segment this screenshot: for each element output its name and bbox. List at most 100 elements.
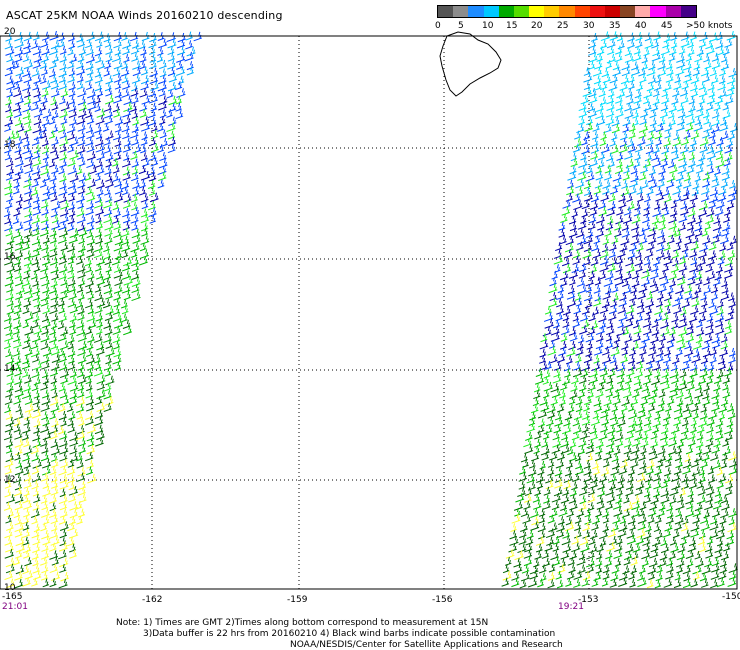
wind-barb [669, 164, 678, 174]
wind-barb [148, 172, 157, 182]
wind-barb [670, 543, 679, 553]
wind-barb [75, 430, 86, 441]
wind-barb [548, 508, 558, 518]
wind-barb [32, 45, 42, 56]
wind-barb [668, 430, 677, 440]
wind-barb [14, 438, 24, 448]
wind-barb [59, 290, 68, 300]
wind-barb [514, 550, 524, 561]
wind-barb [678, 326, 688, 337]
wind-barb [511, 571, 520, 581]
wind-barb [637, 472, 646, 483]
wind-barb [159, 59, 167, 70]
wind-barb [660, 102, 669, 112]
wind-barb [93, 198, 104, 209]
wind-barb [638, 67, 646, 77]
wind-barb [615, 263, 623, 273]
wind-barb [15, 536, 25, 547]
wind-barb [86, 151, 96, 161]
wind-barb [633, 319, 640, 329]
wind-barb [60, 571, 69, 582]
wind-barb [572, 472, 580, 482]
wind-barb [607, 262, 616, 273]
wind-barb [643, 542, 651, 552]
wind-barb [87, 290, 95, 300]
wind-barb [627, 466, 636, 476]
wind-barb [49, 430, 58, 440]
wind-barb [590, 474, 599, 484]
wind-barb [694, 108, 704, 118]
wind-barb [633, 332, 642, 342]
wind-barb [554, 479, 563, 489]
wind-barb [686, 325, 695, 336]
wind-barb [724, 536, 735, 546]
wind-barb [715, 417, 724, 428]
wind-barb [520, 571, 530, 582]
wind-barb [69, 528, 79, 539]
wind-barb [540, 333, 548, 343]
wind-barb [715, 199, 725, 209]
wind-barb [684, 453, 692, 462]
wind-barb [130, 45, 140, 55]
wind-barb [141, 227, 149, 237]
wind-barb [120, 67, 130, 77]
wind-barb [587, 502, 595, 512]
wind-barb [584, 395, 592, 405]
wind-barb [559, 270, 569, 281]
wind-barb [58, 425, 65, 435]
wind-barb [642, 222, 651, 232]
wind-barb [502, 564, 510, 574]
wind-barb [121, 60, 129, 70]
wind-barb [714, 206, 724, 216]
wind-barb [122, 45, 131, 55]
wind-barb [611, 117, 620, 127]
wind-barb [580, 542, 590, 553]
wind-barb [631, 495, 640, 505]
wind-barb [598, 88, 606, 98]
wind-barb [680, 31, 690, 41]
wind-barb [592, 81, 602, 92]
wind-barb [50, 298, 59, 308]
wind-barb [150, 130, 159, 140]
wind-barb [565, 355, 573, 365]
wind-barb [560, 381, 568, 391]
wind-barb [76, 299, 83, 309]
wind-barb [648, 571, 655, 581]
wind-barb [568, 494, 577, 504]
wind-barb [67, 73, 76, 83]
wind-barb [14, 578, 24, 589]
wind-barb [24, 311, 34, 322]
wind-barb [58, 165, 65, 175]
wind-barb [646, 291, 653, 300]
wind-barb [575, 403, 583, 413]
wind-barb [121, 284, 131, 294]
wind-barb [678, 213, 688, 223]
wind-barb [611, 564, 620, 574]
wind-barb [581, 416, 591, 426]
wind-barb [86, 200, 95, 210]
wind-barb [105, 94, 115, 105]
wind-barb [113, 291, 122, 301]
wind-barb [87, 178, 96, 189]
wind-barb [123, 325, 133, 336]
wind-barb [130, 87, 139, 97]
wind-barb [665, 570, 674, 580]
wind-barb [76, 396, 86, 407]
wind-barb [31, 452, 40, 462]
wind-barb [699, 136, 709, 147]
wind-barb [121, 270, 131, 280]
wind-barb [713, 382, 721, 392]
wind-barb [94, 158, 103, 168]
wind-barb [112, 164, 120, 174]
wind-barb [654, 514, 662, 524]
wind-barb [103, 207, 113, 217]
wind-barb [31, 136, 40, 146]
wind-barb [670, 199, 678, 209]
wind-barb [562, 318, 570, 328]
wind-barb [645, 410, 652, 420]
wind-barb [140, 249, 149, 259]
wind-barb [76, 80, 84, 90]
wind-barb [131, 283, 140, 294]
wind-barb [526, 422, 536, 433]
wind-barb [553, 535, 560, 545]
